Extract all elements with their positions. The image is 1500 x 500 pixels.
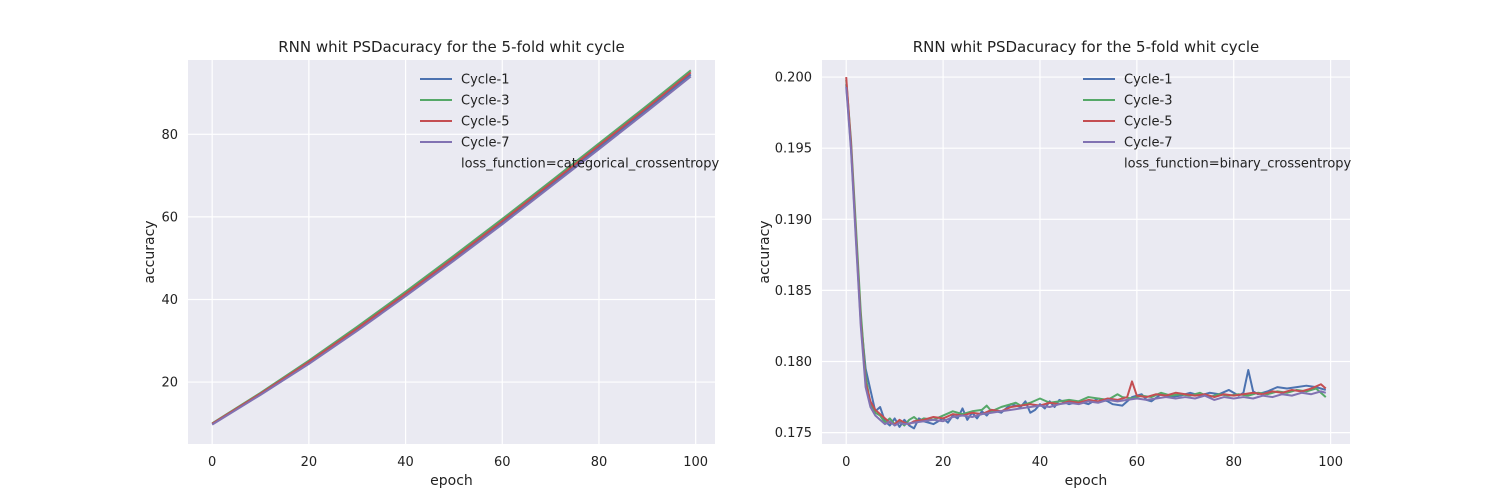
y-tick-label: 20 bbox=[161, 376, 178, 391]
y-tick-label: 0.175 bbox=[775, 426, 812, 441]
chart-title: RNN whit PSDacuracy for the 5-fold whit … bbox=[278, 38, 625, 56]
y-tick-label: 0.180 bbox=[775, 355, 812, 370]
legend-label: Cycle-5 bbox=[1124, 115, 1173, 130]
legend-label: Cycle-3 bbox=[461, 94, 510, 109]
y-axis-label: accuracy bbox=[757, 220, 773, 283]
y-tick-label: 0.200 bbox=[775, 71, 812, 86]
y-tick-label: 0.195 bbox=[775, 142, 812, 157]
y-tick-label: 40 bbox=[161, 293, 178, 308]
y-tick-label: 0.190 bbox=[775, 213, 812, 228]
y-tick-label: 60 bbox=[161, 210, 178, 225]
y-axis-label: accuracy bbox=[142, 220, 158, 283]
x-tick-label: 100 bbox=[683, 455, 708, 470]
legend-label: Cycle-7 bbox=[1124, 136, 1173, 151]
series-line-cycle-5 bbox=[211, 71, 692, 425]
y-tick-label: 0.185 bbox=[775, 284, 812, 299]
x-tick-label: 0 bbox=[842, 455, 850, 470]
x-tick-label: 60 bbox=[494, 455, 511, 470]
series-line-cycle-7 bbox=[211, 75, 692, 426]
legend-label: Cycle-1 bbox=[1124, 73, 1173, 88]
chart-panel-1: 0 20 40 60 80 100 20 40 60 80 RNN whit PSDacuracy … bbox=[142, 38, 720, 489]
y-tick-label: 80 bbox=[161, 128, 178, 143]
plot-area bbox=[822, 60, 1350, 444]
x-axis-label: epoch bbox=[1065, 473, 1108, 489]
x-tick-label: 20 bbox=[935, 455, 952, 470]
legend-label: Cycle-1 bbox=[461, 73, 510, 88]
x-tick-label: 20 bbox=[301, 455, 318, 470]
x-tick-label: 40 bbox=[1032, 455, 1049, 470]
legend: Cycle-1 Cycle-3 Cycle-5 Cycle-7 loss_functio… bbox=[420, 73, 720, 172]
x-axis-label: epoch bbox=[430, 473, 473, 489]
legend-label: Cycle-3 bbox=[1124, 94, 1173, 109]
legend-label: Cycle-7 bbox=[461, 136, 510, 151]
x-tick-label: 100 bbox=[1318, 455, 1343, 470]
x-tick-label: 40 bbox=[397, 455, 414, 470]
legend-note: loss_function=categorical_crossentropy bbox=[461, 157, 720, 172]
x-tick-label: 60 bbox=[1129, 455, 1146, 470]
legend: Cycle-1 Cycle-3 Cycle-5 Cycle-7 loss_functio… bbox=[1083, 73, 1352, 172]
series-line-cycle-7 bbox=[845, 86, 1327, 427]
legend-label: Cycle-5 bbox=[461, 115, 510, 130]
chart-title: RNN whit PSDacuracy for the 5-fold whit … bbox=[913, 38, 1260, 56]
x-tick-label: 80 bbox=[591, 455, 608, 470]
x-tick-label: 80 bbox=[1225, 455, 1242, 470]
x-tick-label: 0 bbox=[208, 455, 216, 470]
chart-panel-2: 0 20 40 60 80 100 0.175 0.180 0.185 0.190 0.195 0.2… bbox=[757, 38, 1352, 489]
legend-note: loss_function=binary_crossentropy bbox=[1124, 157, 1352, 172]
